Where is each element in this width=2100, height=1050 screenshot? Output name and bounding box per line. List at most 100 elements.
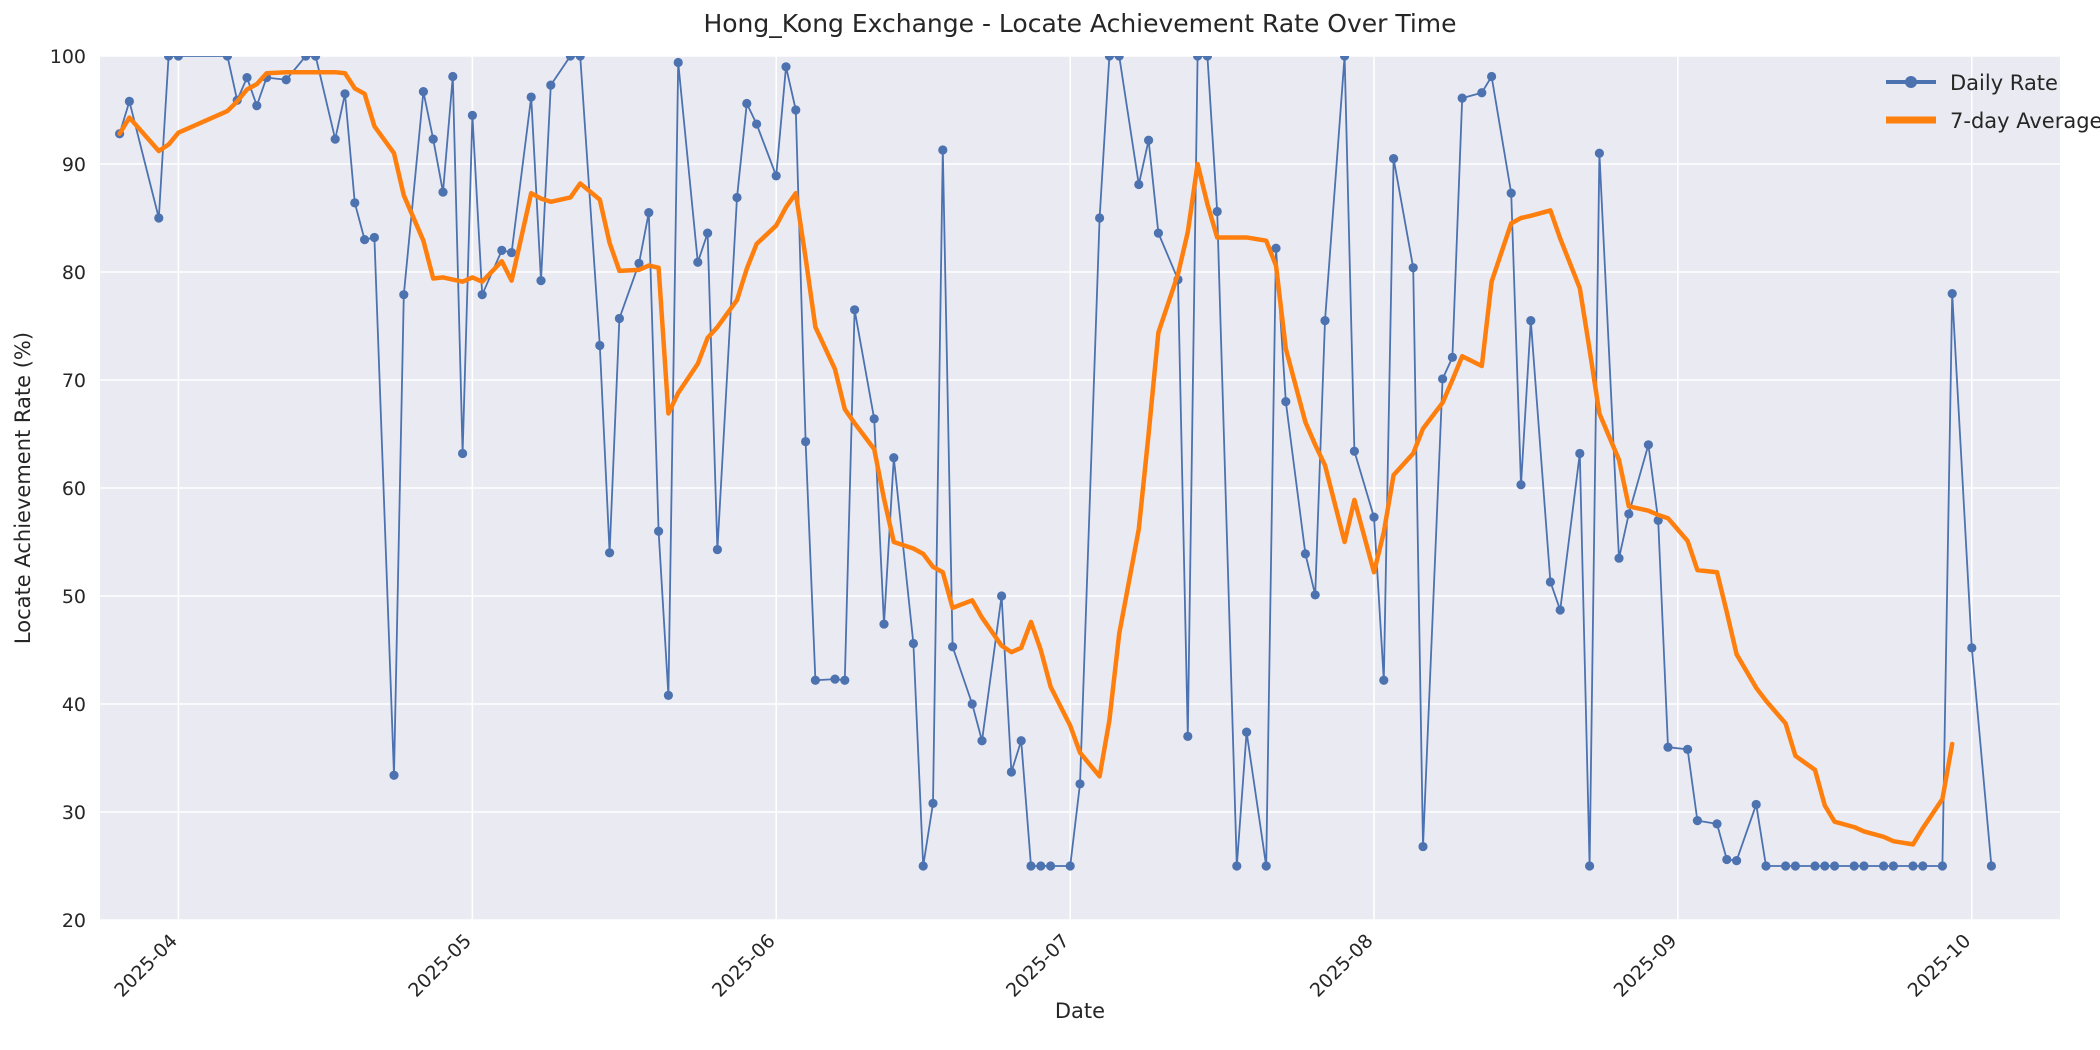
data-point-marker: [1781, 861, 1791, 871]
data-point-marker: [1271, 243, 1281, 253]
data-point-marker: [840, 675, 850, 685]
data-point-marker: [1193, 56, 1203, 61]
data-point-marker: [918, 861, 928, 871]
series-7-day-average: [117, 69, 1955, 847]
data-point-marker: [1614, 553, 1624, 563]
data-point-marker: [663, 690, 674, 700]
data-point-marker: [389, 770, 399, 780]
data-point-marker: [1663, 742, 1673, 752]
data-point-marker: [1790, 861, 1800, 871]
data-point-marker: [1888, 861, 1898, 871]
data-point-marker: [1144, 135, 1154, 145]
data-point-marker: [458, 448, 468, 459]
data-point-marker: [1859, 861, 1869, 871]
data-point-marker: [1438, 374, 1448, 384]
data-point-marker: [1418, 841, 1428, 852]
data-point-marker: [703, 228, 713, 238]
data-point-marker: [252, 101, 262, 111]
data-point-marker: [673, 57, 683, 68]
data-point-marker: [467, 110, 477, 120]
data-point-marker: [301, 56, 311, 61]
data-point-marker: [477, 290, 487, 300]
data-point-marker: [1594, 148, 1604, 158]
y-tick-label: 80: [62, 262, 86, 284]
data-point-marker: [1134, 179, 1144, 190]
data-point-marker: [1908, 861, 1918, 871]
data-point-marker: [1026, 861, 1036, 871]
data-point-marker: [1202, 56, 1212, 61]
data-point-marker: [536, 276, 546, 286]
data-point-marker: [124, 96, 134, 106]
data-point-marker: [1281, 397, 1291, 407]
data-point-marker: [644, 208, 654, 218]
data-point-marker: [565, 56, 575, 61]
data-point-marker: [1947, 289, 1957, 299]
data-point-marker: [1242, 727, 1252, 737]
data-point-marker: [164, 56, 174, 61]
data-point-marker: [1810, 861, 1820, 871]
data-point-marker: [781, 62, 791, 72]
data-point-marker: [1153, 228, 1163, 238]
data-point-marker: [1526, 316, 1536, 326]
data-point-marker: [1722, 854, 1732, 865]
data-point-marker: [448, 71, 458, 82]
data-point-marker: [154, 213, 164, 223]
data-point-marker: [1751, 799, 1761, 810]
data-point-marker: [977, 736, 987, 746]
data-point-marker: [173, 56, 183, 61]
data-point-marker: [1712, 819, 1722, 829]
data-point-marker: [1761, 861, 1771, 871]
data-point-marker: [742, 98, 752, 109]
data-point-marker: [614, 313, 625, 324]
data-point-marker: [1075, 779, 1085, 789]
data-point-marker: [1065, 861, 1075, 871]
data-point-marker: [810, 675, 821, 685]
data-point-marker: [1104, 56, 1114, 61]
data-point-marker: [575, 56, 585, 61]
data-point-marker: [1820, 861, 1830, 871]
legend-label-daily-rate: Daily Rate: [1950, 71, 2058, 95]
data-point-marker: [1379, 675, 1389, 685]
y-tick-label: 100: [50, 46, 86, 68]
data-point-marker: [281, 75, 291, 85]
data-point-marker: [1212, 206, 1222, 217]
data-point-marker: [330, 134, 340, 144]
data-point-marker: [222, 56, 232, 61]
data-point-marker: [1516, 480, 1526, 490]
data-point-marker: [1879, 861, 1889, 871]
y-tick-label: 60: [62, 478, 86, 500]
data-point-marker: [1447, 352, 1457, 362]
data-point-marker: [350, 198, 360, 208]
data-point-marker: [830, 674, 840, 684]
data-point-marker: [752, 119, 762, 129]
data-point-marker: [369, 232, 379, 243]
y-tick-label: 50: [62, 586, 86, 608]
data-point-marker: [497, 245, 507, 255]
data-point-marker: [1408, 263, 1418, 273]
data-point-marker: [242, 73, 252, 83]
data-point-marker: [1506, 188, 1516, 198]
data-point-marker: [1575, 448, 1585, 459]
data-point-marker: [732, 192, 742, 203]
data-point-marker: [1340, 56, 1350, 61]
data-point-marker: [1830, 861, 1840, 871]
data-point-marker: [1692, 816, 1702, 826]
data-point-marker: [1016, 736, 1026, 746]
data-point-marker: [948, 642, 958, 652]
data-point-marker: [771, 171, 781, 181]
data-point-marker: [889, 453, 899, 463]
data-point-marker: [967, 699, 977, 709]
data-point-marker: [360, 235, 370, 245]
data-point-marker: [311, 56, 321, 61]
data-point-marker: [1046, 861, 1056, 871]
data-point-marker: [340, 89, 350, 99]
y-axis-label: Locate Achievement Rate (%): [11, 332, 35, 644]
y-tick-label: 30: [62, 802, 86, 824]
chart-legend[interactable]: Daily Rate 7-day Average: [1886, 71, 2100, 133]
data-point-marker: [1114, 56, 1124, 61]
data-point-marker: [693, 257, 703, 267]
data-point-marker: [1183, 731, 1193, 742]
data-point-marker: [526, 92, 536, 102]
data-point-marker: [595, 340, 605, 351]
